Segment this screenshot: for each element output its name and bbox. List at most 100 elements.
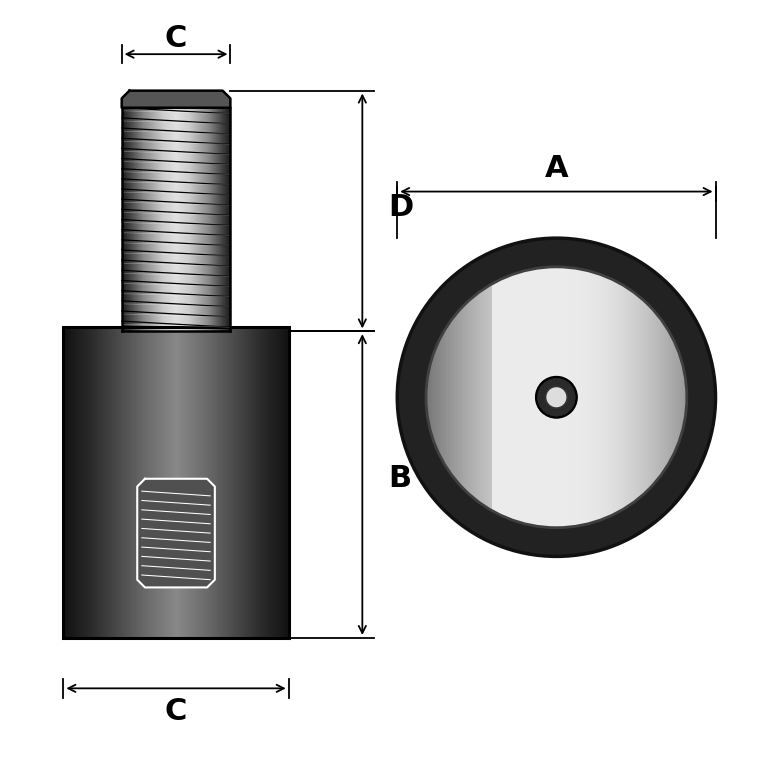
Bar xyxy=(619,283,620,512)
Bar xyxy=(643,301,645,494)
Bar xyxy=(126,327,128,638)
Bar xyxy=(642,299,643,495)
Bar xyxy=(259,327,260,638)
Bar xyxy=(189,327,191,638)
Bar xyxy=(197,327,198,638)
Bar xyxy=(102,327,103,638)
Bar xyxy=(273,327,274,638)
Bar xyxy=(657,315,659,479)
Bar xyxy=(429,365,431,429)
Bar xyxy=(177,327,178,638)
Bar xyxy=(143,327,144,638)
Bar xyxy=(264,327,265,638)
Bar xyxy=(122,327,123,638)
Bar xyxy=(112,327,114,638)
Bar xyxy=(660,319,661,475)
Bar xyxy=(683,372,686,423)
Bar xyxy=(88,327,90,638)
Bar xyxy=(132,327,133,638)
Bar xyxy=(470,299,471,495)
Bar xyxy=(526,270,527,524)
Bar xyxy=(284,327,285,638)
Bar xyxy=(437,344,439,451)
Bar xyxy=(223,327,224,638)
Bar xyxy=(630,290,632,505)
Bar xyxy=(447,325,449,470)
Bar xyxy=(667,329,668,466)
Bar xyxy=(185,327,186,638)
Bar xyxy=(682,365,684,429)
Bar xyxy=(283,327,284,638)
Bar xyxy=(125,327,126,638)
Bar xyxy=(128,327,129,638)
Bar xyxy=(246,327,247,638)
Bar xyxy=(71,327,72,638)
Bar xyxy=(450,321,452,474)
Bar xyxy=(257,327,258,638)
Bar xyxy=(480,291,481,503)
Bar xyxy=(99,327,100,638)
Bar xyxy=(506,277,508,518)
Bar xyxy=(612,280,614,515)
Bar xyxy=(139,327,140,638)
Bar xyxy=(213,327,214,638)
Bar xyxy=(269,327,270,638)
Circle shape xyxy=(536,377,576,418)
Bar xyxy=(221,327,222,638)
Bar xyxy=(207,327,209,638)
Bar xyxy=(63,327,288,638)
Bar xyxy=(146,327,148,638)
Bar xyxy=(64,327,65,638)
Bar xyxy=(442,333,444,462)
Bar xyxy=(580,269,581,526)
Bar xyxy=(138,327,139,638)
Bar xyxy=(607,277,608,517)
Bar xyxy=(152,327,153,638)
Bar xyxy=(206,327,208,638)
Bar xyxy=(468,301,470,494)
Bar xyxy=(133,327,135,638)
Bar xyxy=(188,327,189,638)
Bar xyxy=(186,327,188,638)
Bar xyxy=(664,325,666,470)
Bar xyxy=(536,268,538,526)
Bar xyxy=(76,327,77,638)
Bar xyxy=(566,267,568,527)
Bar xyxy=(165,327,166,638)
Bar xyxy=(279,327,280,638)
Bar xyxy=(509,276,510,519)
Bar xyxy=(485,287,487,507)
Bar xyxy=(217,327,218,638)
Bar xyxy=(597,273,599,521)
Bar xyxy=(655,312,657,482)
Bar xyxy=(615,280,616,513)
Bar xyxy=(183,327,184,638)
Bar xyxy=(619,284,622,511)
Bar xyxy=(212,327,213,638)
Bar xyxy=(206,327,207,638)
Bar xyxy=(72,327,74,638)
Bar xyxy=(557,267,559,527)
Bar xyxy=(167,327,168,638)
Bar xyxy=(648,305,650,489)
Bar xyxy=(590,271,591,523)
Bar xyxy=(161,327,162,638)
Bar xyxy=(580,270,582,525)
Bar xyxy=(196,327,197,638)
Bar xyxy=(518,273,520,522)
Bar xyxy=(176,327,177,638)
Bar xyxy=(431,361,432,434)
Bar xyxy=(277,327,278,638)
Bar xyxy=(136,327,137,638)
Bar xyxy=(107,327,108,638)
Bar xyxy=(219,327,220,638)
Bar xyxy=(75,327,76,638)
Bar xyxy=(282,327,283,638)
Bar xyxy=(215,327,217,638)
Bar xyxy=(104,327,105,638)
Bar xyxy=(142,327,143,638)
Bar xyxy=(441,335,442,459)
Bar xyxy=(464,305,465,489)
Bar xyxy=(603,276,605,519)
Bar xyxy=(472,297,474,498)
